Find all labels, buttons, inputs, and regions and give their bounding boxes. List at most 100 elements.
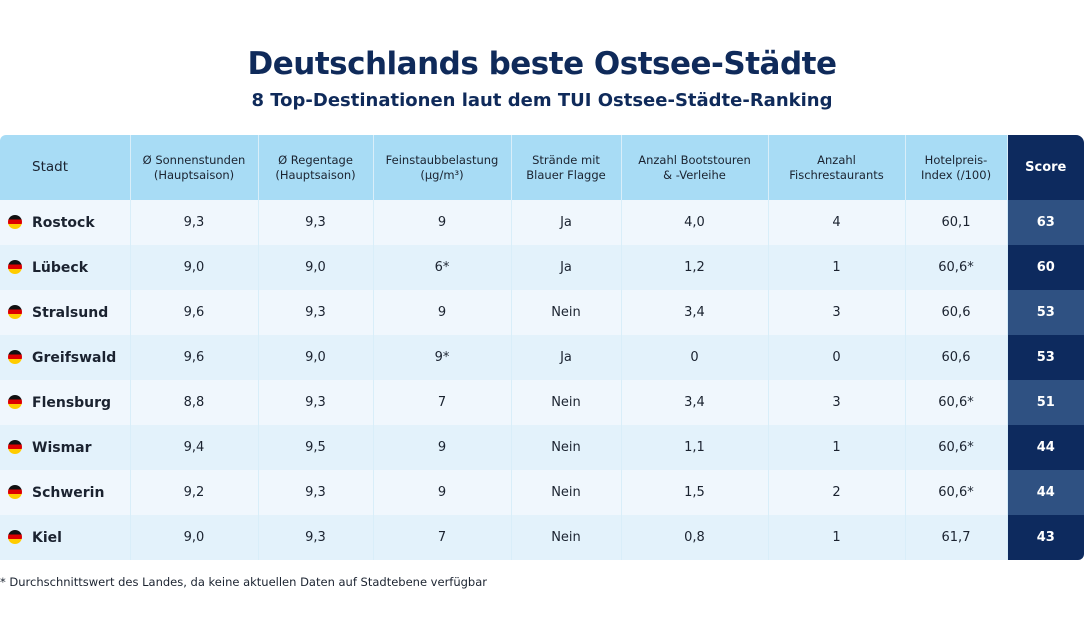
cell-sunshine-hours: 9,4: [130, 425, 259, 470]
cell-sunshine-hours: 9,0: [130, 515, 259, 560]
cell-boat-tours: 1,5: [621, 470, 769, 515]
cell-value: 9,0: [183, 530, 205, 545]
cell-value: Nein: [551, 485, 581, 500]
cell-boat-tours: 1,2: [621, 245, 769, 290]
cell-value: 61,7: [941, 530, 971, 545]
cell-hotel-price-index: 60,6*: [905, 425, 1008, 470]
cell-rain-days: 9,3: [258, 470, 374, 515]
cell-city: Lübeck: [0, 245, 131, 290]
germany-flag-icon: [8, 529, 22, 544]
cell-value: 9: [437, 305, 447, 320]
cell-score: 43: [1007, 515, 1084, 560]
cell-value: 43: [1036, 530, 1055, 545]
header-sunshine-hours: Ø Sonnenstunden (Hauptsaison): [130, 135, 259, 200]
header-label: Stadt: [32, 159, 68, 175]
header-city: Stadt: [0, 135, 131, 200]
table-row: Stralsund 9,6 9,3 9 Nein 3,4 3 60,6 53: [0, 290, 1084, 335]
cell-value: 60,6*: [938, 395, 974, 410]
cell-hotel-price-index: 60,6*: [905, 380, 1008, 425]
cell-fine-dust: 9: [373, 470, 512, 515]
cell-value: 1: [832, 440, 841, 455]
cell-value: 9: [437, 440, 447, 455]
cell-boat-tours: 0,8: [621, 515, 769, 560]
germany-flag-icon: [8, 259, 22, 274]
cell-value: 1: [832, 260, 841, 275]
cell-value: 9,5: [305, 440, 326, 455]
cell-blue-flag-beaches: Nein: [511, 380, 622, 425]
cell-score: 60: [1007, 245, 1084, 290]
cell-city: Stralsund: [0, 290, 131, 335]
header-fine-dust: Feinstaubbelastung (µg/m³): [373, 135, 512, 200]
cell-fine-dust: 9*: [373, 335, 512, 380]
header-label: (Hauptsaison): [153, 167, 235, 182]
cell-hotel-price-index: 60,6*: [905, 245, 1008, 290]
cell-value: 9,3: [183, 215, 205, 230]
header-label: Score: [1025, 160, 1067, 175]
cell-value: Nein: [551, 305, 581, 320]
cell-hotel-price-index: 61,7: [905, 515, 1008, 560]
cell-score: 44: [1007, 425, 1084, 470]
cell-score: 53: [1007, 290, 1084, 335]
cell-sunshine-hours: 9,6: [130, 335, 259, 380]
cell-fish-restaurants: 1: [768, 515, 906, 560]
cell-value: 9: [437, 485, 447, 500]
cell-value: 60: [1036, 260, 1055, 275]
cell-boat-tours: 3,4: [621, 380, 769, 425]
header-score: Score: [1007, 135, 1084, 200]
cell-value: 9,4: [183, 440, 205, 455]
cell-blue-flag-beaches: Nein: [511, 425, 622, 470]
header-label: Feinstaubbelastung: [385, 152, 499, 167]
header-label: Anzahl: [817, 152, 856, 167]
table-row: Kiel 9,0 9,3 7 Nein 0,8 1 61,7 43: [0, 515, 1084, 560]
cell-value: 60,6*: [938, 260, 974, 275]
cell-hotel-price-index: 60,6: [905, 290, 1008, 335]
cell-value: 3: [832, 395, 841, 410]
cell-score: 51: [1007, 380, 1084, 425]
table-row: Schwerin 9,2 9,3 9 Nein 1,5 2 60,6* 44: [0, 470, 1084, 515]
cell-value: 60,1: [941, 215, 971, 230]
cell-value: 1,1: [684, 440, 705, 455]
cell-fish-restaurants: 3: [768, 290, 906, 335]
header-label: Ø Regentage: [278, 152, 353, 167]
cell-city: Rostock: [0, 200, 131, 245]
cell-value: Nein: [551, 440, 581, 455]
header-fish-restaurants: Anzahl Fischrestaurants: [768, 135, 906, 200]
header-label: (Hauptsaison): [275, 167, 356, 182]
header-label: (µg/m³): [420, 167, 464, 182]
cell-hotel-price-index: 60,6: [905, 335, 1008, 380]
cell-value: 9,6: [183, 350, 205, 365]
cell-sunshine-hours: 9,2: [130, 470, 259, 515]
table-header-row: Stadt Ø Sonnenstunden (Hauptsaison) Ø Regen…: [0, 135, 1084, 200]
cell-fish-restaurants: 1: [768, 245, 906, 290]
header-label: Anzahl Bootstouren: [638, 152, 751, 167]
cell-value: 4: [832, 215, 841, 230]
cell-value: 0: [690, 350, 699, 365]
cell-blue-flag-beaches: Ja: [511, 335, 622, 380]
cell-boat-tours: 4,0: [621, 200, 769, 245]
cell-value: Lübeck: [32, 259, 89, 276]
table-row: Wismar 9,4 9,5 9 Nein 1,1 1 60,6* 44: [0, 425, 1084, 470]
cell-value: Schwerin: [32, 484, 105, 501]
cell-value: 9,3: [305, 305, 326, 320]
cell-value: 9,0: [305, 350, 326, 365]
cell-value: 7: [437, 395, 447, 410]
cell-value: 1,5: [684, 485, 705, 500]
cell-city: Wismar: [0, 425, 131, 470]
cell-value: 1: [832, 530, 841, 545]
cell-blue-flag-beaches: Nein: [511, 290, 622, 335]
cell-value: Stralsund: [32, 304, 109, 321]
header-label: & -Verleihe: [663, 167, 726, 182]
cell-fish-restaurants: 0: [768, 335, 906, 380]
cell-fine-dust: 9: [373, 425, 512, 470]
cell-fine-dust: 7: [373, 380, 512, 425]
cell-fine-dust: 9: [373, 200, 512, 245]
cell-fish-restaurants: 2: [768, 470, 906, 515]
cell-fine-dust: 6*: [373, 245, 512, 290]
cell-value: 60,6*: [938, 440, 974, 455]
cell-score: 53: [1007, 335, 1084, 380]
cell-value: Ja: [560, 350, 572, 365]
page-title: Deutschlands beste Ostsee-Städte: [247, 46, 837, 82]
table-row: Rostock 9,3 9,3 9 Ja 4,0 4 60,1 63: [0, 200, 1084, 245]
cell-fine-dust: 7: [373, 515, 512, 560]
cell-value: 9,3: [305, 485, 326, 500]
